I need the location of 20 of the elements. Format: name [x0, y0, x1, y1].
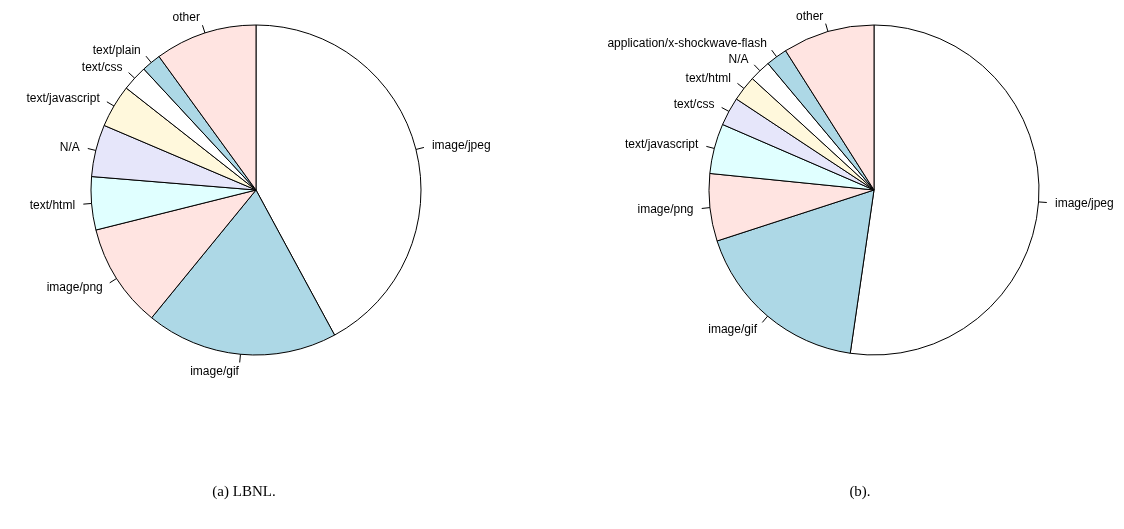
slice-label: text/html	[685, 71, 731, 86]
text: (b).	[848, 483, 872, 500]
slice-label: image/jpeg	[1055, 196, 1114, 211]
slice-label: N/A	[59, 139, 80, 154]
slice-label: other	[172, 10, 200, 25]
slice-label: image/gif	[708, 321, 758, 336]
slice-label: text/plain	[92, 42, 141, 57]
slice-label: application/x-shockwave-flash	[607, 36, 767, 51]
slice-label: text/css	[81, 60, 123, 75]
slice-label: text/css	[673, 96, 715, 111]
slice-label: text/javascript	[624, 137, 700, 152]
slice-label: N/A	[728, 51, 749, 66]
slice-label: text/javascript	[26, 90, 101, 105]
slice-label: other	[796, 8, 824, 23]
slice-label: image/png	[637, 202, 694, 217]
slice-label: image/jpeg	[431, 138, 491, 153]
slice-label: image/gif	[190, 363, 240, 378]
slice-label: image/png	[46, 280, 103, 295]
slice-label: text/html	[29, 197, 76, 212]
text: (a) LBNL.	[211, 483, 277, 500]
